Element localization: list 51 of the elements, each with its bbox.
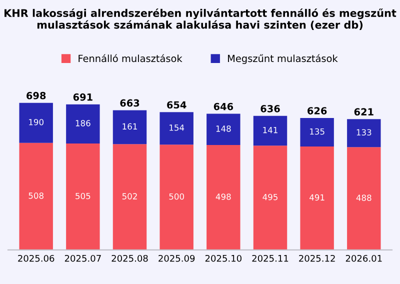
bar (206, 144, 240, 250)
data-label: 495 (262, 194, 278, 200)
x-tick-label: 2025.11 (252, 254, 288, 262)
data-label: 491 (310, 194, 324, 201)
bar (112, 144, 147, 250)
data-label: 500 (169, 193, 184, 200)
data-label: 502 (122, 193, 137, 200)
bar (253, 146, 288, 250)
total-label: 698 (26, 92, 46, 100)
total-label: 636 (260, 104, 280, 112)
bar (206, 114, 240, 145)
bar (66, 104, 100, 144)
data-label: 148 (216, 126, 231, 132)
bar (160, 112, 194, 145)
bar (300, 118, 334, 146)
bar (19, 102, 53, 143)
bar (112, 110, 147, 144)
total-label: 663 (120, 99, 140, 107)
total-label: 646 (214, 102, 234, 110)
bar (66, 144, 100, 250)
data-label: 133 (356, 129, 372, 136)
x-tick-label: 2025.08 (112, 254, 148, 262)
data-label: 135 (310, 128, 324, 135)
data-label: 505 (76, 192, 90, 200)
bar (160, 144, 194, 250)
total-label: 654 (167, 101, 186, 109)
total-label: 691 (73, 93, 92, 101)
data-label: 141 (263, 126, 278, 134)
data-label: 186 (76, 120, 90, 126)
data-label: 498 (216, 194, 231, 200)
bar (347, 147, 381, 250)
total-label: 626 (308, 107, 327, 114)
bar (347, 119, 381, 148)
total-label: 621 (354, 108, 374, 116)
x-tick-label: 2025.09 (158, 254, 195, 262)
bar (300, 146, 334, 250)
x-tick-label: 2025.12 (299, 254, 335, 262)
x-tick-label: 2025.06 (18, 254, 54, 262)
x-tick-label: 2026.01 (346, 254, 382, 262)
data-label: 154 (170, 124, 184, 131)
chart-title: KHR lakossági alrendszerében nyilvántartott fennálló és megszűnt mulasztások számának alakulása havi szinten (ezer db) (4, 8, 396, 30)
data-label: 508 (28, 192, 44, 199)
data-label: 488 (356, 194, 372, 201)
data-label: 161 (122, 123, 137, 130)
x-tick-label: 2025.07 (64, 254, 101, 262)
bar (253, 116, 288, 146)
legend-label: Fennálló mulasztások (78, 54, 182, 62)
legend-label: Megszűnt mulasztások (228, 54, 338, 64)
data-label: 190 (29, 118, 44, 126)
x-tick-label: 2025.10 (205, 254, 242, 262)
bar (19, 142, 53, 250)
